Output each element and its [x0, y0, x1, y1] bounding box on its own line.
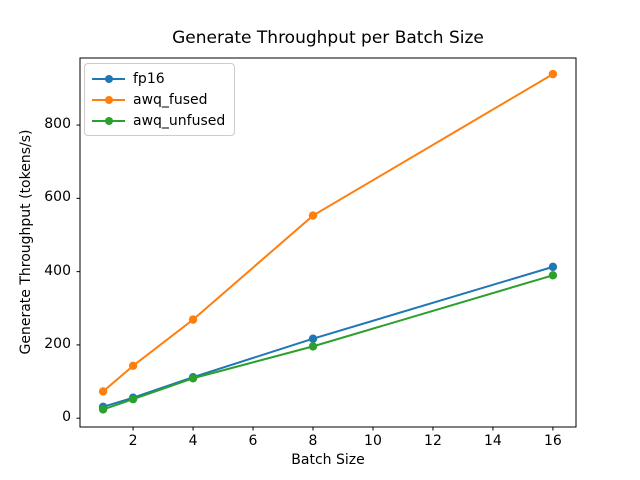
x-tick-label: 8	[308, 433, 318, 449]
legend-label: fp16	[133, 70, 165, 87]
x-axis-label: Batch Size	[291, 452, 365, 468]
legend-label: awq_fused	[133, 91, 208, 108]
y-tick-label: 0	[62, 409, 71, 426]
y-tick-label: 600	[44, 189, 71, 206]
legend-label: awq_unfused	[133, 112, 226, 129]
legend-item-awq_fused: awq_fused	[92, 89, 225, 110]
x-tick-label: 12	[424, 433, 442, 449]
series-marker-fp16	[308, 334, 318, 343]
series-marker-awq_unfused	[98, 405, 108, 414]
legend-line-marker-icon	[92, 116, 125, 126]
chart-title: Generate Throughput per Batch Size	[172, 28, 484, 48]
series-marker-awq_unfused	[188, 374, 198, 383]
series-marker-awq_fused	[188, 315, 198, 324]
x-tick-label: 2	[128, 433, 138, 449]
series-marker-fp16	[548, 262, 558, 272]
legend-line-marker-icon	[92, 74, 125, 84]
series-marker-awq_unfused	[128, 394, 138, 404]
series-marker-awq_fused	[128, 361, 138, 371]
x-tick-label: 14	[484, 433, 502, 449]
series-marker-awq_fused	[308, 211, 318, 220]
legend-line-marker-icon	[92, 95, 125, 105]
series-line-awq_unfused	[102, 274, 554, 411]
y-tick-label: 400	[44, 262, 71, 279]
series-marker-awq_fused	[548, 69, 558, 79]
x-tick-label: 4	[188, 433, 198, 449]
y-axis-label: Generate Throughput (tokens/s)	[18, 129, 34, 355]
y-tick-label: 200	[44, 335, 71, 352]
series-marker-awq_unfused	[308, 342, 318, 351]
y-tick-label: 800	[44, 116, 71, 133]
x-tick-label: 10	[364, 433, 382, 449]
axes-spines	[79, 57, 577, 428]
legend-item-fp16: fp16	[92, 68, 225, 89]
legend-item-awq_unfused: awq_unfused	[92, 110, 225, 131]
series-marker-awq_fused	[98, 387, 108, 396]
legend: fp16 awq_fused awq_unfused	[84, 63, 236, 136]
series-marker-awq_unfused	[548, 271, 558, 280]
x-tick-label: 6	[248, 433, 258, 449]
x-tick-label: 16	[543, 433, 562, 449]
